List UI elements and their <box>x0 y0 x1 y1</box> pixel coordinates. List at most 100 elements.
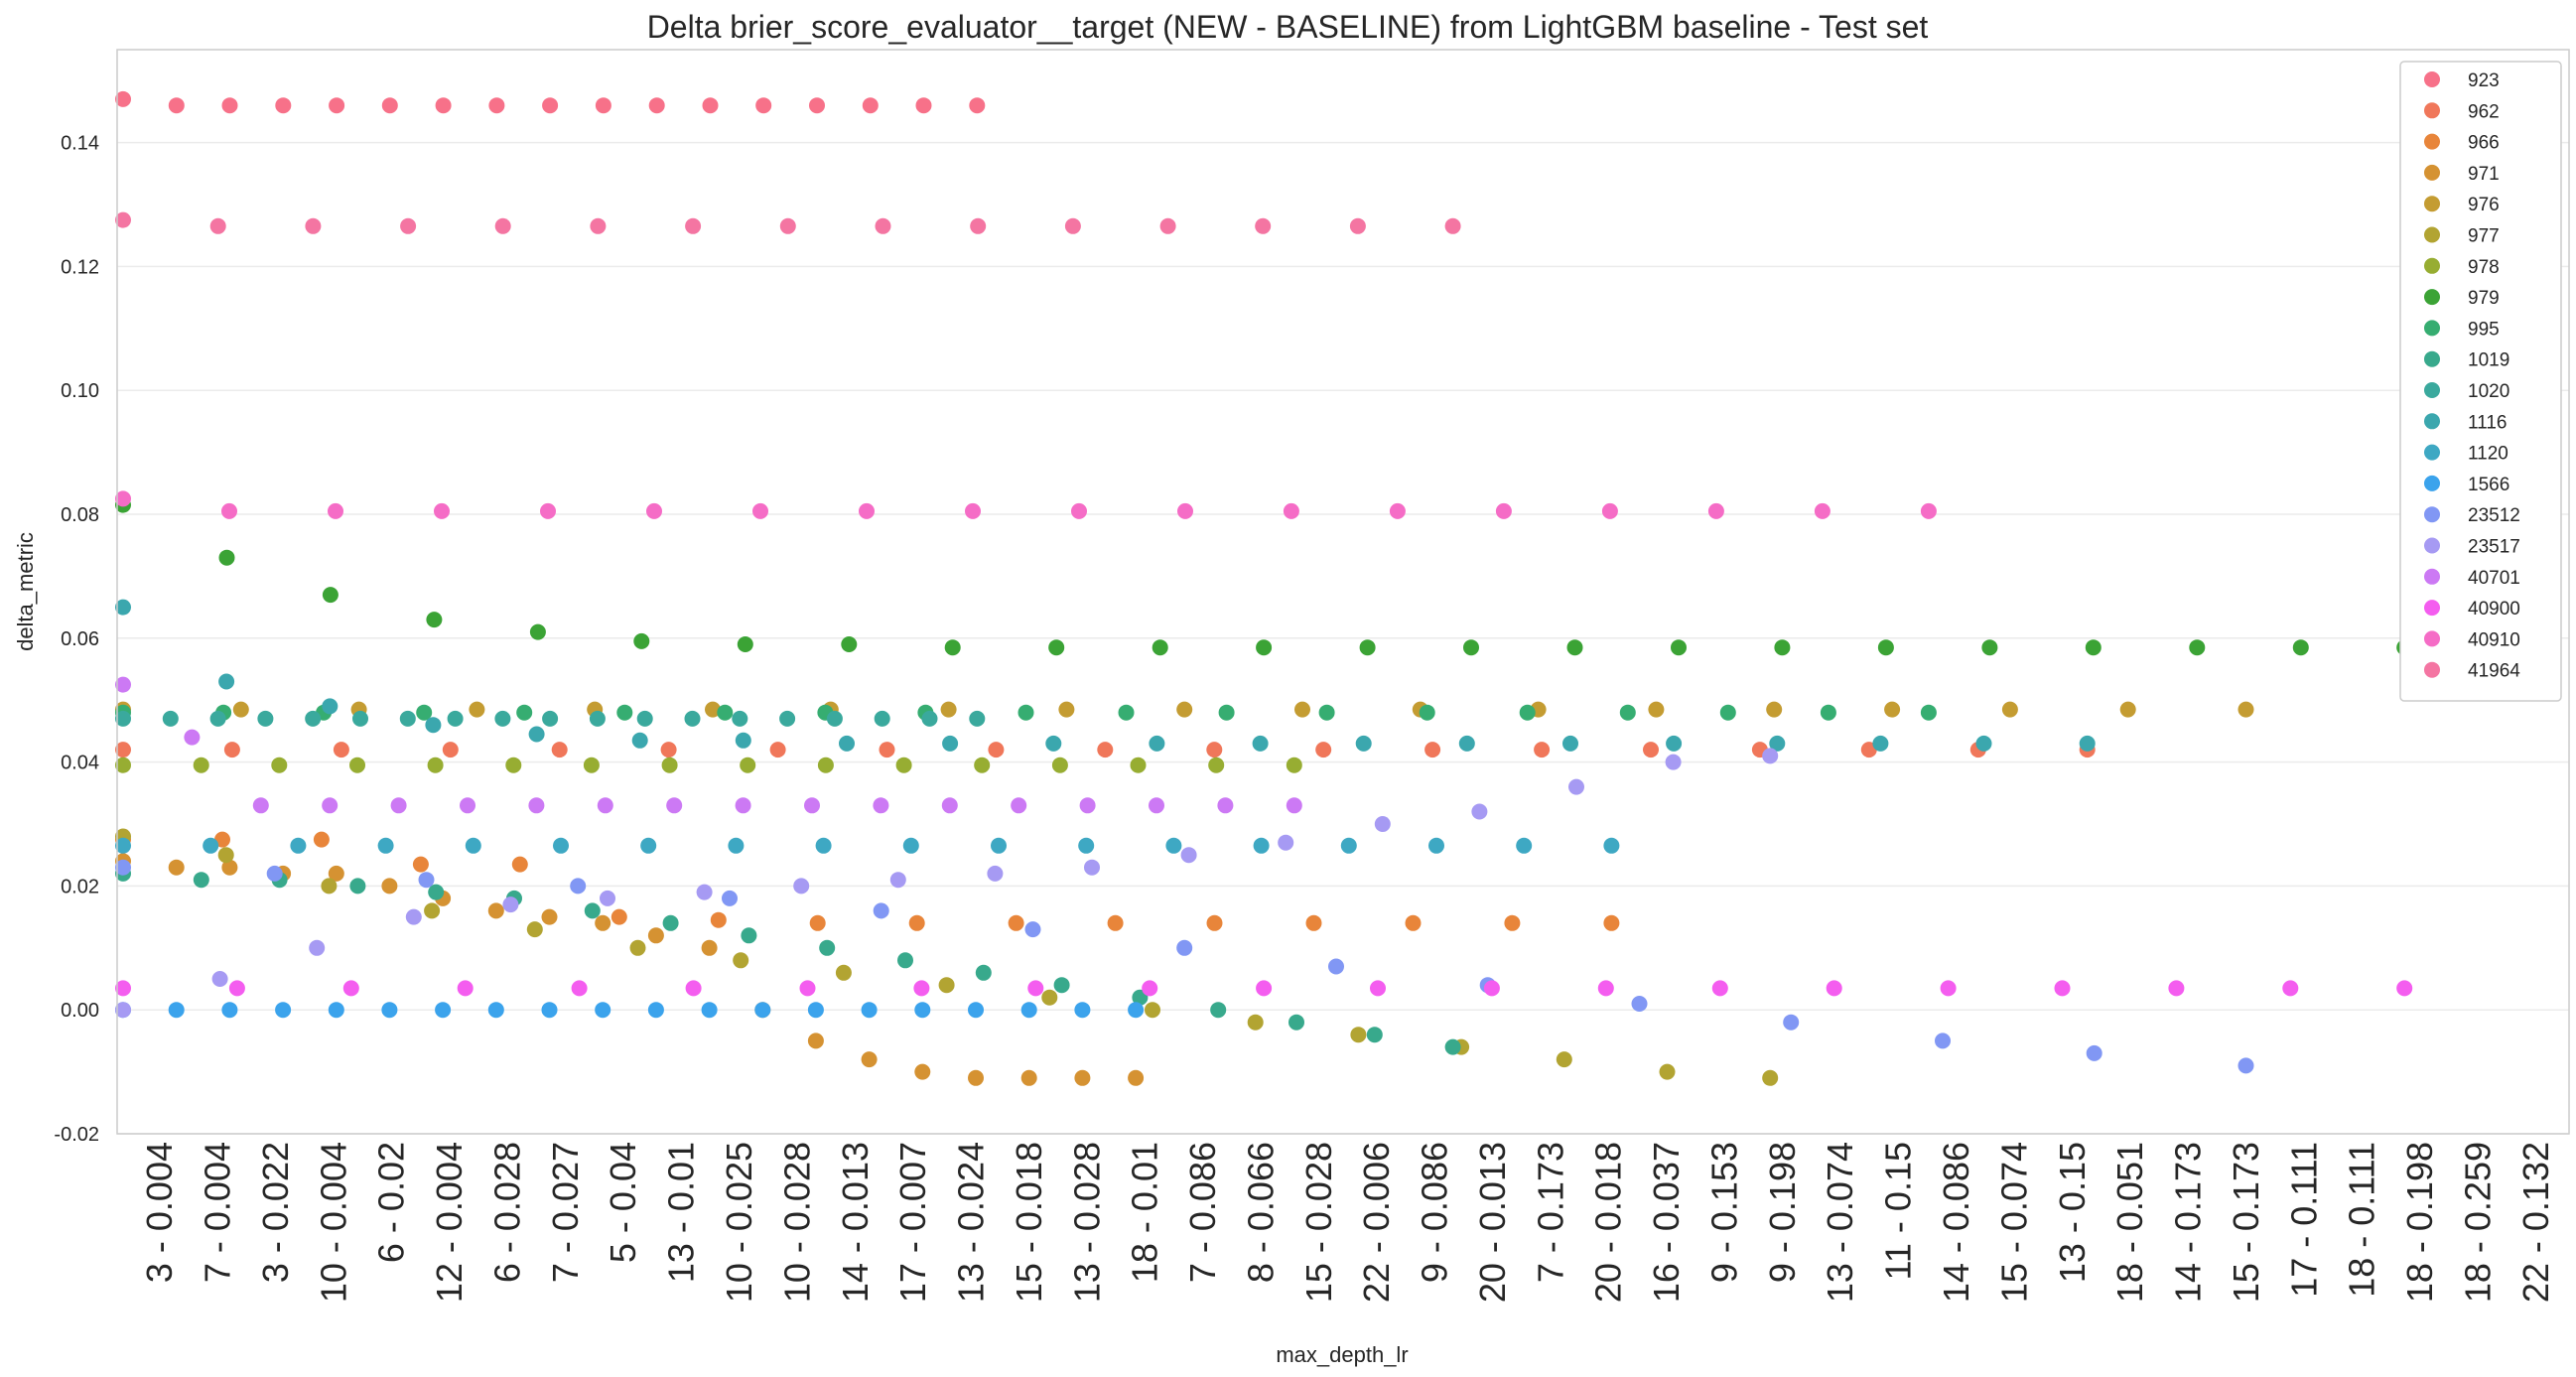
x-tick-label: 9 - 0.153 <box>1703 1142 1744 1283</box>
legend-label: 1020 <box>2468 381 2509 402</box>
data-point <box>290 837 307 854</box>
data-point <box>494 217 511 234</box>
data-point <box>447 710 464 727</box>
x-tick-label: 14 - 0.173 <box>2168 1142 2209 1303</box>
data-point <box>914 1063 931 1080</box>
data-point <box>1920 704 1937 721</box>
data-point <box>1008 914 1024 931</box>
x-tick-label: 18 - 0.198 <box>2399 1142 2440 1303</box>
data-point <box>416 704 433 721</box>
data-point <box>968 1002 984 1019</box>
data-point <box>221 859 238 876</box>
y-tick-label: 0.14 <box>61 133 99 155</box>
data-point <box>115 742 131 758</box>
x-tick-label: 8 - 0.066 <box>1240 1142 1281 1283</box>
legend-label: 41964 <box>2468 661 2520 682</box>
data-point <box>1643 742 1659 758</box>
data-point <box>313 831 330 848</box>
data-point <box>807 1002 824 1019</box>
data-point <box>595 1002 611 1019</box>
data-point <box>701 939 718 956</box>
data-point <box>647 1002 664 1019</box>
data-point <box>377 837 394 854</box>
data-point <box>1247 1014 1264 1031</box>
data-point <box>218 673 235 690</box>
data-point <box>875 217 891 234</box>
data-point <box>661 757 678 773</box>
data-point <box>1603 837 1620 854</box>
data-point <box>640 837 657 854</box>
data-point <box>352 710 368 727</box>
data-point <box>1074 1069 1091 1086</box>
data-point <box>426 612 443 628</box>
data-point <box>2079 735 2096 752</box>
data-point <box>1278 834 1294 851</box>
data-point <box>542 710 559 727</box>
series-41964 <box>115 211 1461 234</box>
legend-marker <box>2424 320 2440 337</box>
x-tick-label: 14 - 0.086 <box>1936 1142 1976 1303</box>
data-point <box>1206 742 1223 758</box>
data-point <box>1975 735 1992 752</box>
data-point <box>942 735 959 752</box>
data-point <box>1027 980 1044 997</box>
data-point <box>1318 704 1335 721</box>
data-point <box>1142 980 1158 997</box>
data-point <box>1774 639 1791 656</box>
data-point <box>321 878 338 895</box>
data-point <box>1305 914 1322 931</box>
data-point <box>551 742 568 758</box>
data-point <box>1920 502 1937 519</box>
data-point <box>571 980 588 997</box>
x-tick-label: 16 - 0.037 <box>1646 1142 1687 1303</box>
data-point <box>168 1002 185 1019</box>
legend-marker <box>2424 630 2440 647</box>
data-point <box>733 952 749 969</box>
data-point <box>1814 502 1830 519</box>
x-tick-label: 13 - 0.01 <box>661 1142 702 1283</box>
data-point <box>629 939 646 956</box>
x-tick-label: 3 - 0.022 <box>255 1142 296 1283</box>
data-point <box>1603 914 1620 931</box>
data-point <box>861 1051 878 1068</box>
data-point <box>968 1069 984 1086</box>
data-point <box>211 971 228 987</box>
data-point <box>660 742 677 758</box>
data-point <box>1444 1038 1461 1055</box>
data-point <box>1707 502 1724 519</box>
data-point <box>1177 502 1193 519</box>
data-point <box>710 911 727 928</box>
data-point <box>590 217 607 234</box>
data-point <box>1562 735 1578 752</box>
data-point <box>540 502 556 519</box>
data-point <box>275 97 292 114</box>
data-point <box>1283 502 1299 519</box>
data-point <box>228 980 245 997</box>
data-point <box>442 742 459 758</box>
data-point <box>1766 701 1783 718</box>
data-point <box>223 742 240 758</box>
data-point <box>214 831 230 848</box>
data-point <box>991 837 1007 854</box>
data-point <box>1128 1069 1145 1086</box>
x-tick-label: 14 - 0.013 <box>835 1142 876 1303</box>
x-tick-label: 13 - 0.028 <box>1066 1142 1107 1303</box>
plot-frame <box>116 49 2570 1135</box>
data-point <box>717 704 734 721</box>
x-tick-label: 7 - 0.086 <box>1182 1142 1223 1283</box>
data-point <box>1666 735 1683 752</box>
data-point <box>252 797 269 814</box>
data-point <box>701 1002 718 1019</box>
data-point <box>349 878 366 895</box>
data-point <box>428 884 445 900</box>
x-tick-label: 6 - 0.02 <box>371 1142 412 1263</box>
data-point <box>424 902 441 919</box>
x-tick-label: 9 - 0.086 <box>1415 1142 1455 1283</box>
data-point <box>2086 1044 2102 1061</box>
data-point <box>487 902 504 919</box>
data-point <box>915 97 932 114</box>
legend-label: 1120 <box>2468 444 2508 465</box>
data-point <box>1659 1063 1676 1080</box>
data-point <box>1058 701 1075 718</box>
data-point <box>115 710 131 727</box>
